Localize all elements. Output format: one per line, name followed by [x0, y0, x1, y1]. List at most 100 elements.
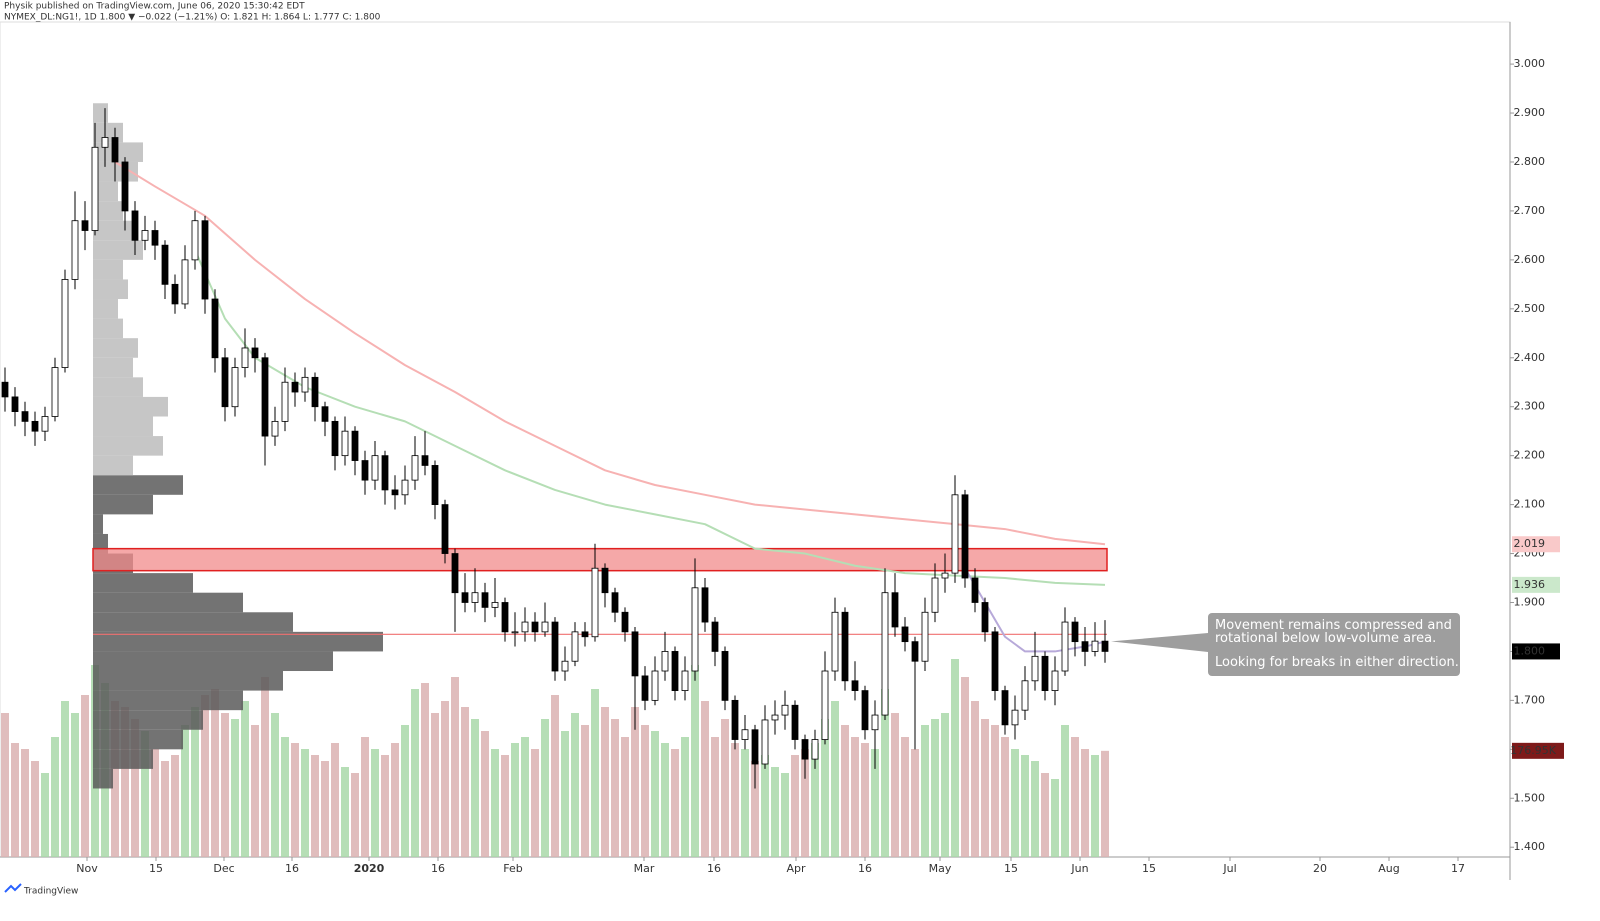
- candle-body: [701, 587, 709, 623]
- profile-bar: [93, 396, 168, 417]
- volume-bar: [681, 737, 689, 857]
- volume-bar: [351, 773, 359, 857]
- volume-bar: [231, 719, 239, 857]
- candle-body: [661, 651, 669, 672]
- candle-body: [511, 631, 519, 634]
- volume-bar: [61, 701, 69, 857]
- volume-bar: [661, 743, 669, 857]
- y-tick-label: 2.400: [1514, 351, 1546, 364]
- profile-bar: [93, 318, 123, 339]
- volume-bar: [121, 707, 129, 857]
- profile-bar: [93, 299, 118, 319]
- candle-body: [231, 367, 239, 408]
- volume-bar: [941, 713, 949, 857]
- candle-body: [571, 631, 579, 662]
- candle-body: [1031, 655, 1039, 682]
- x-tick-label: Nov: [76, 862, 98, 875]
- volume-bar: [471, 719, 479, 857]
- publisher: Physik published on TradingView.com, Jun…: [4, 2, 305, 12]
- candle-body: [871, 714, 879, 731]
- candle-body: [401, 479, 409, 496]
- volume-bar: [711, 737, 719, 857]
- candle-body: [271, 420, 279, 437]
- profile-bar: [93, 729, 183, 750]
- candle-body: [211, 298, 219, 359]
- candle-body: [771, 714, 779, 721]
- volume-bar: [381, 755, 389, 857]
- y-tick-label: 2.700: [1514, 204, 1546, 217]
- volume-bar: [421, 683, 429, 857]
- volume-bar: [271, 713, 279, 857]
- x-tick-label: Feb: [503, 862, 522, 875]
- volume-bar: [411, 689, 419, 857]
- volume-bar: [131, 719, 139, 857]
- volume-bar: [1011, 749, 1019, 857]
- candle-body: [291, 381, 299, 393]
- candle-body: [1011, 709, 1019, 726]
- price-badge: [1512, 576, 1560, 593]
- volume-bar: [951, 659, 959, 857]
- volume-bar: [161, 761, 169, 857]
- candle-body: [241, 347, 249, 368]
- candle-body: [491, 602, 499, 608]
- x-tick-label: Aug: [1378, 862, 1399, 875]
- x-tick-label: 17: [1451, 862, 1465, 875]
- y-tick-label: 3.000: [1514, 57, 1546, 70]
- profile-bar: [93, 710, 203, 730]
- volume-bar: [821, 719, 829, 857]
- candle-body: [161, 244, 169, 285]
- candle-body: [121, 161, 129, 212]
- profile-bar: [93, 416, 153, 437]
- candle-body: [561, 660, 569, 672]
- candle-body: [131, 210, 139, 241]
- x-tick-label: Jun: [1070, 862, 1088, 875]
- candle-body: [1101, 640, 1109, 652]
- profile-bar: [93, 514, 103, 534]
- volume-bar: [461, 707, 469, 857]
- volume-bar: [11, 743, 19, 857]
- candle-body: [1041, 655, 1049, 691]
- candle-body: [721, 651, 729, 701]
- candle-body: [1, 381, 9, 398]
- candle-body: [601, 567, 609, 594]
- candle-body: [681, 670, 689, 691]
- volume-bar: [841, 725, 849, 857]
- volume-bar: [451, 677, 459, 857]
- candle-body: [1091, 640, 1099, 652]
- footer: TradingView: [23, 887, 78, 897]
- volume-bar: [441, 701, 449, 857]
- volume-bar: [111, 701, 119, 857]
- volume-bar: [911, 749, 919, 857]
- profile-bar: [93, 338, 138, 358]
- x-tick-label: Mar: [634, 862, 655, 875]
- candle-body: [471, 592, 479, 603]
- profile-bar: [93, 612, 293, 632]
- volume-bar: [501, 755, 509, 857]
- candle-body: [351, 430, 359, 461]
- candle-body: [201, 220, 209, 300]
- profile-bar: [93, 455, 133, 476]
- x-tick-label: 16: [431, 862, 445, 875]
- x-tick-label: Apr: [786, 862, 806, 875]
- volume-bar: [1041, 773, 1049, 857]
- candle-body: [911, 641, 919, 662]
- volume-bar: [371, 749, 379, 857]
- volume-bar: [881, 689, 889, 857]
- candle-body: [1071, 621, 1079, 643]
- candle-body: [481, 592, 489, 608]
- candle-body: [61, 279, 69, 368]
- volume-bar: [671, 749, 679, 857]
- candle-body: [861, 690, 869, 731]
- profile-bar: [93, 592, 243, 613]
- candle-body: [621, 611, 629, 633]
- profile-bar: [93, 690, 243, 711]
- candle-body: [21, 411, 29, 422]
- profile-bar: [93, 436, 163, 456]
- candle-body: [781, 704, 789, 716]
- candle-body: [931, 577, 939, 613]
- candle-body: [331, 420, 339, 457]
- volume-bar: [1001, 737, 1009, 857]
- annotation-text: rotational below low-volume area.: [1215, 631, 1436, 646]
- profile-bar: [93, 671, 283, 691]
- volume-bar: [981, 719, 989, 857]
